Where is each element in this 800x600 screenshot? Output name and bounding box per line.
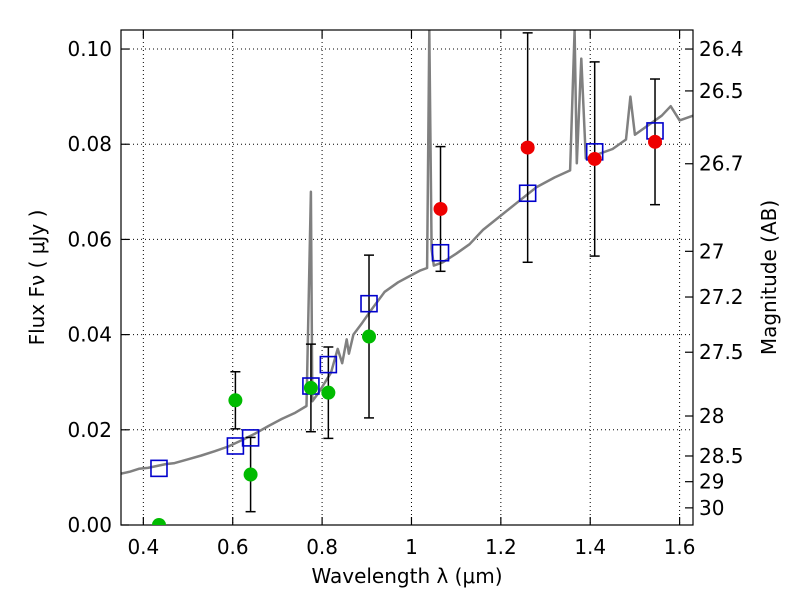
model-square-marker (518, 184, 537, 203)
x-tick-label: 0.4 (127, 535, 159, 559)
model-square-marker (319, 355, 338, 374)
y2-tick-label: 29 (699, 470, 724, 494)
x-tick-label: 0.6 (217, 535, 249, 559)
y2-tick-label: 27 (699, 239, 724, 263)
y2-tick-label: 27.2 (699, 285, 744, 309)
y2-axis-title: Magnitude (AB) (757, 200, 781, 355)
y-tick-label: 0.10 (67, 37, 112, 61)
x-tick-label: 1.4 (574, 535, 606, 559)
y-tick-label: 0.08 (67, 132, 112, 156)
plot-frame (120, 29, 694, 526)
y2-tick-label: 30 (699, 496, 724, 520)
x-tick-label: 1.6 (664, 535, 696, 559)
data-point (303, 380, 318, 395)
y2-tick-label: 28 (699, 404, 724, 428)
x-tick-label: 1.2 (485, 535, 517, 559)
y2-tick-label: 28.5 (699, 444, 744, 468)
y-tick-label: 0.04 (67, 323, 112, 347)
y-tick-label: 0.02 (67, 418, 112, 442)
data-point (587, 151, 602, 166)
x-axis-title: Wavelength λ (μm) (311, 564, 502, 588)
y-axis-title: Flux Fν ( μJy ) (25, 210, 49, 346)
y-tick-label: 0.06 (67, 227, 112, 251)
y-tick-label: 0.00 (67, 513, 112, 537)
data-points (151, 134, 663, 525)
data-point (243, 467, 258, 482)
y2-tick-label: 26.7 (699, 152, 744, 176)
model-spectrum-line (121, 30, 693, 475)
data-point (151, 518, 166, 525)
model-square-marker (241, 429, 260, 447)
ticks: 0.4 0.6 0.8 1 1.2 1.4 1.6 0.00 0.02 0.04 0.06 0.08 0… (67, 30, 744, 559)
data-point (648, 134, 663, 149)
y2-tick-label: 26.4 (699, 37, 744, 61)
model-square-marker (150, 459, 168, 478)
data-point (362, 329, 377, 344)
model-square-marker (360, 294, 378, 313)
x-tick-label: 1 (405, 535, 418, 559)
data-point (321, 385, 336, 400)
data-point (228, 393, 243, 408)
y2-tick-label: 26.5 (699, 79, 744, 103)
data-point (433, 201, 448, 216)
series (121, 30, 693, 513)
y2-tick-label: 27.5 (699, 340, 744, 364)
data-point (520, 140, 535, 155)
model-square-marker (431, 243, 450, 262)
x-tick-label: 0.8 (306, 535, 338, 559)
